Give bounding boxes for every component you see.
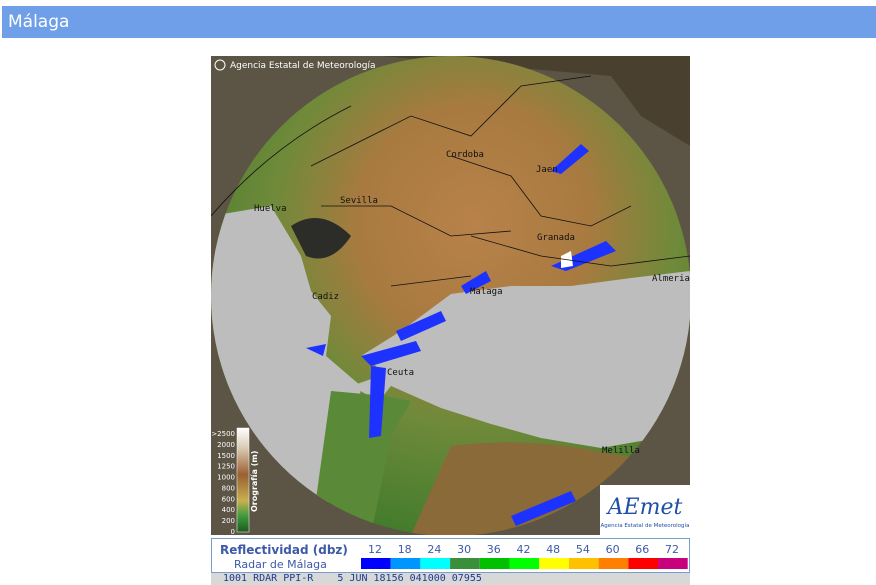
city-label: Cordoba (446, 150, 484, 160)
legend-swatch (361, 558, 391, 569)
legend-level-label: 24 (427, 543, 441, 556)
legend-level-label: 30 (457, 543, 471, 556)
logo-box (600, 485, 690, 535)
lowland (291, 218, 351, 259)
page-title: Málaga (2, 6, 876, 38)
copyright-icon (214, 59, 226, 71)
legend-level-label: 12 (368, 543, 382, 556)
city-label: Almeria (652, 274, 690, 284)
city-label: Granada (537, 233, 575, 243)
legend-swatch (420, 558, 451, 569)
orography-level: 1250 (217, 463, 235, 471)
terrain (381, 56, 690, 146)
radar-coverage (211, 56, 690, 535)
legend-swatch (390, 558, 421, 569)
orography-level: 600 (222, 495, 235, 503)
orography-level: >2500 (211, 430, 235, 438)
orography-level: 0 (231, 528, 235, 535)
borders (211, 75, 690, 287)
echoes (306, 144, 616, 526)
legend-level-label: 48 (546, 543, 560, 556)
legend-swatches: 12 18 24 30 36 42 48 54 60 66 72 (361, 543, 688, 569)
legend-level-label: 42 (517, 543, 531, 556)
legend-swatch (450, 558, 480, 569)
status-strip: 1001 RDAR PPI-R 5 JUN 18156 041000 07955 (211, 573, 690, 585)
mediterranean (361, 271, 690, 448)
orography-level: 200 (222, 517, 235, 525)
city-label: Melilla (602, 446, 640, 456)
legend-title: Reflectividad (dbz) (220, 543, 348, 557)
legend: Reflectividad (dbz) Radar de Málaga 12 18… (211, 538, 690, 573)
legend-swatch (628, 558, 658, 569)
city-label: Ceuta (387, 368, 414, 378)
city-label: Jaen (536, 165, 558, 175)
legend-swatch (479, 558, 510, 569)
legend-level-label: 36 (487, 543, 501, 556)
legend-level-label: 60 (606, 543, 620, 556)
legend-swatch (598, 558, 629, 569)
orography-level: 400 (222, 506, 235, 514)
legend-swatch (568, 558, 599, 569)
radar-map: Agencia Estatal de Meteorología Cordoba J… (211, 56, 690, 535)
city-label: Sevilla (340, 196, 378, 206)
legend-swatch (509, 558, 540, 569)
copyright: Agencia Estatal de Meteorología (230, 61, 376, 71)
city-label: Malaga (470, 287, 503, 297)
morocco-coast (311, 391, 411, 535)
logo-subtitle: Agencia Estatal de Meteorología (601, 522, 690, 529)
legend-swatch (539, 558, 569, 569)
legend-level-label: 72 (665, 543, 679, 556)
legend-level-label: 54 (576, 543, 590, 556)
legend-level-label: 18 (398, 543, 412, 556)
logo: AEmet (606, 495, 683, 520)
legend-level-label: 66 (635, 543, 649, 556)
orography-title: Orografía (m) (250, 451, 259, 512)
cities: Cordoba Jaen Sevilla Huelva Granada Malaga Cad… (254, 150, 690, 456)
city-label: Huelva (254, 204, 287, 214)
legend-graphic: Reflectividad (dbz) Radar de Málaga 12 18… (220, 543, 688, 571)
orography-level: 2000 (217, 441, 235, 449)
legend-swatch (658, 558, 688, 569)
city-label: Cadiz (312, 292, 339, 302)
orography-scale (236, 427, 250, 533)
orography-level: 1000 (217, 474, 235, 482)
legend-subtitle: Radar de Málaga (234, 558, 327, 571)
orography-level: 1500 (217, 452, 235, 460)
orography-level: 800 (222, 484, 235, 492)
